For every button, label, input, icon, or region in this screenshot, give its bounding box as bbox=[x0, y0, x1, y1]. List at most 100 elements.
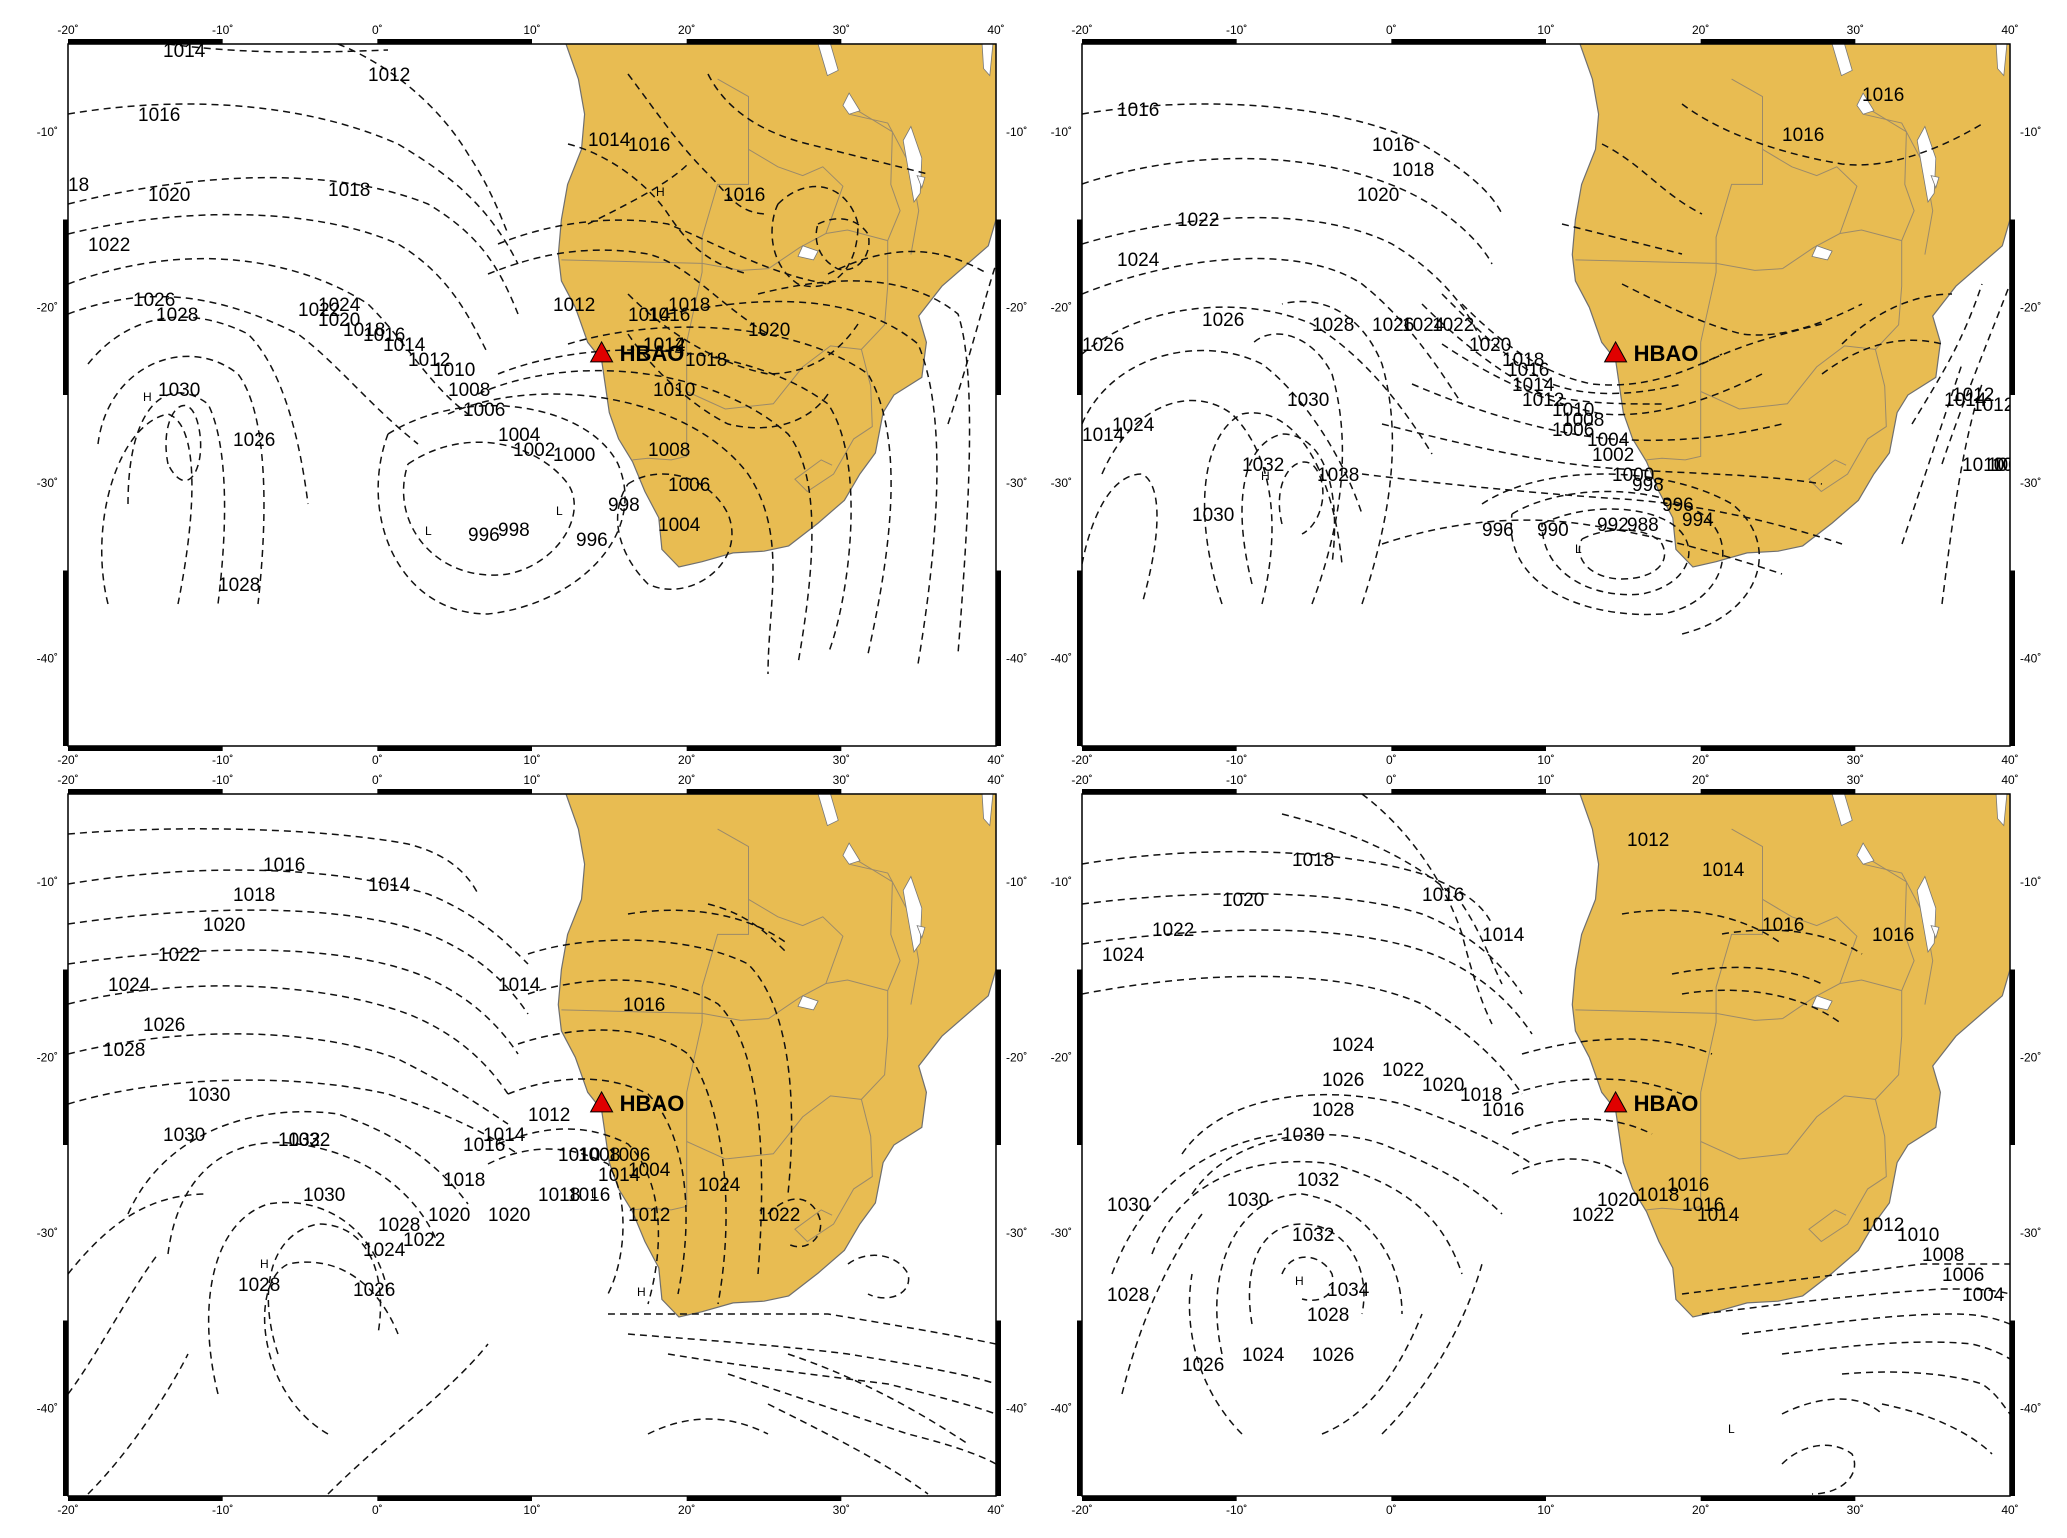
isobar-contour bbox=[627, 909, 789, 945]
country-border bbox=[686, 78, 749, 343]
contour-label: 1010 bbox=[653, 380, 695, 401]
pressure-center-label: H bbox=[143, 390, 152, 404]
frame-tick-bar bbox=[377, 1496, 532, 1501]
country-border bbox=[1875, 240, 1903, 350]
contour-label: 1018 bbox=[1502, 350, 1544, 371]
frame-tick-bar bbox=[1700, 746, 1856, 751]
map-frame bbox=[1081, 793, 2011, 1497]
frame-tick-bar bbox=[1077, 570, 1082, 746]
country-border bbox=[794, 349, 873, 493]
contour-label: 1020 bbox=[1357, 185, 1399, 206]
africa-landmass bbox=[1571, 44, 2010, 568]
isobar-contour bbox=[1621, 909, 1783, 945]
contour-label: 1008 bbox=[1922, 1245, 1964, 1266]
isobar-contour bbox=[1681, 1263, 2010, 1295]
longitude-tick-label: 40˚ bbox=[987, 23, 1004, 37]
frame-tick-bar bbox=[1391, 746, 1546, 751]
map-frame bbox=[1081, 43, 2011, 747]
contour-label: 1026 bbox=[233, 430, 275, 451]
isobar-contour bbox=[567, 143, 749, 275]
isobar-contour bbox=[1203, 412, 1343, 605]
isobar-contour bbox=[68, 828, 479, 895]
isobar-contour bbox=[1561, 223, 1683, 255]
isobar-contour bbox=[1181, 1093, 1533, 1165]
lake bbox=[916, 925, 926, 940]
country-border bbox=[1700, 828, 1763, 1093]
latitude-tick-label: -10˚ bbox=[2020, 125, 2041, 139]
contour-label: 1016 bbox=[1482, 1100, 1524, 1121]
latitude-tick-label: -20˚ bbox=[1006, 300, 1027, 314]
isobar-contour bbox=[1941, 383, 1983, 605]
isobar-contour bbox=[608, 1313, 996, 1345]
contour-label: 1030 bbox=[1227, 1190, 1269, 1211]
frame-tick-bar bbox=[63, 219, 68, 395]
isobar-contour bbox=[447, 393, 774, 675]
isobar-contour bbox=[68, 1193, 209, 1275]
pressure-center-label: H bbox=[1295, 1274, 1304, 1288]
frame-tick-bar bbox=[1700, 789, 1856, 794]
isobar-contour bbox=[1841, 293, 1953, 345]
contour-label: 1004 bbox=[658, 515, 701, 536]
longitude-tick-label: 0˚ bbox=[372, 753, 383, 767]
contour-label: 994 bbox=[1682, 510, 1714, 531]
contour-label: 1018 bbox=[1460, 1085, 1502, 1106]
longitude-tick-label: 0˚ bbox=[1386, 23, 1397, 37]
latitude-tick-label: -10˚ bbox=[1006, 875, 1027, 889]
africa-landmass bbox=[557, 794, 996, 1318]
contour-label: 1022 bbox=[1432, 315, 1474, 336]
contour-label: 1010 bbox=[433, 360, 475, 381]
frame-tick-bar bbox=[996, 1320, 1001, 1496]
isobar-contour bbox=[1082, 975, 1523, 1095]
lake bbox=[1831, 44, 1853, 77]
frame-tick-bar bbox=[1082, 39, 1237, 44]
contour-label: 1024 bbox=[318, 295, 361, 316]
pressure-center-label: H bbox=[656, 185, 665, 199]
lake bbox=[981, 44, 994, 77]
contour-label: 1028 bbox=[1307, 1305, 1349, 1326]
frame-tick-bar bbox=[1082, 789, 1237, 794]
contour-label: 1010 bbox=[1962, 455, 2004, 476]
longitude-tick-label: 0˚ bbox=[1386, 753, 1397, 767]
contour-label: 1020 bbox=[488, 1205, 530, 1226]
lake bbox=[797, 245, 819, 261]
contour-label: 1016 bbox=[363, 325, 405, 346]
longitude-tick-label: 0˚ bbox=[1386, 1503, 1397, 1517]
latitude-tick-label: -30˚ bbox=[1051, 1226, 1072, 1240]
latitude-tick-label: -40˚ bbox=[2020, 651, 2041, 665]
pressure-center-label: H bbox=[260, 1257, 269, 1271]
contour-label: 1012 bbox=[1522, 390, 1564, 411]
isobar-contour bbox=[87, 1353, 189, 1495]
isobar-contour bbox=[1082, 929, 1533, 1035]
contour-label: 1016 bbox=[1422, 885, 1464, 906]
contour-label: 1026 bbox=[1082, 335, 1124, 356]
contour-label: 998 bbox=[608, 495, 640, 516]
isobar-contour bbox=[771, 185, 859, 288]
longitude-tick-label: 20˚ bbox=[678, 753, 695, 767]
isobar-contour bbox=[527, 979, 763, 1275]
contour-label: 1016 bbox=[1872, 925, 1914, 946]
isobar-contour bbox=[1281, 813, 1503, 985]
isobar-contour bbox=[1781, 1444, 1856, 1495]
lake bbox=[902, 875, 923, 954]
longitude-tick-label: -20˚ bbox=[57, 773, 78, 787]
country-border bbox=[632, 342, 688, 461]
longitude-tick-label: 40˚ bbox=[2001, 1503, 2018, 1517]
contour-label: 998 bbox=[1632, 475, 1664, 496]
isobar-contour bbox=[1361, 794, 1493, 1025]
isobar-contour bbox=[68, 949, 519, 1055]
contour-label: 1006 bbox=[1552, 420, 1594, 441]
isobar-contour bbox=[267, 1223, 382, 1355]
isobar-contour bbox=[1321, 1313, 1423, 1435]
contour-label: 1016 bbox=[1762, 915, 1804, 936]
contour-label: 1016 bbox=[628, 135, 670, 156]
contour-label: 1024 bbox=[698, 1175, 741, 1196]
contour-label: 1012 bbox=[628, 1205, 670, 1226]
isobar-contour bbox=[527, 939, 793, 1195]
contour-label: 1016 bbox=[1782, 125, 1824, 146]
isobar-contour bbox=[567, 326, 892, 655]
isobar-contour bbox=[667, 1353, 996, 1415]
latitude-tick-label: -40˚ bbox=[1006, 1401, 1027, 1415]
longitude-tick-label: -10˚ bbox=[212, 1503, 233, 1517]
contour-label: 1014 bbox=[588, 130, 631, 151]
